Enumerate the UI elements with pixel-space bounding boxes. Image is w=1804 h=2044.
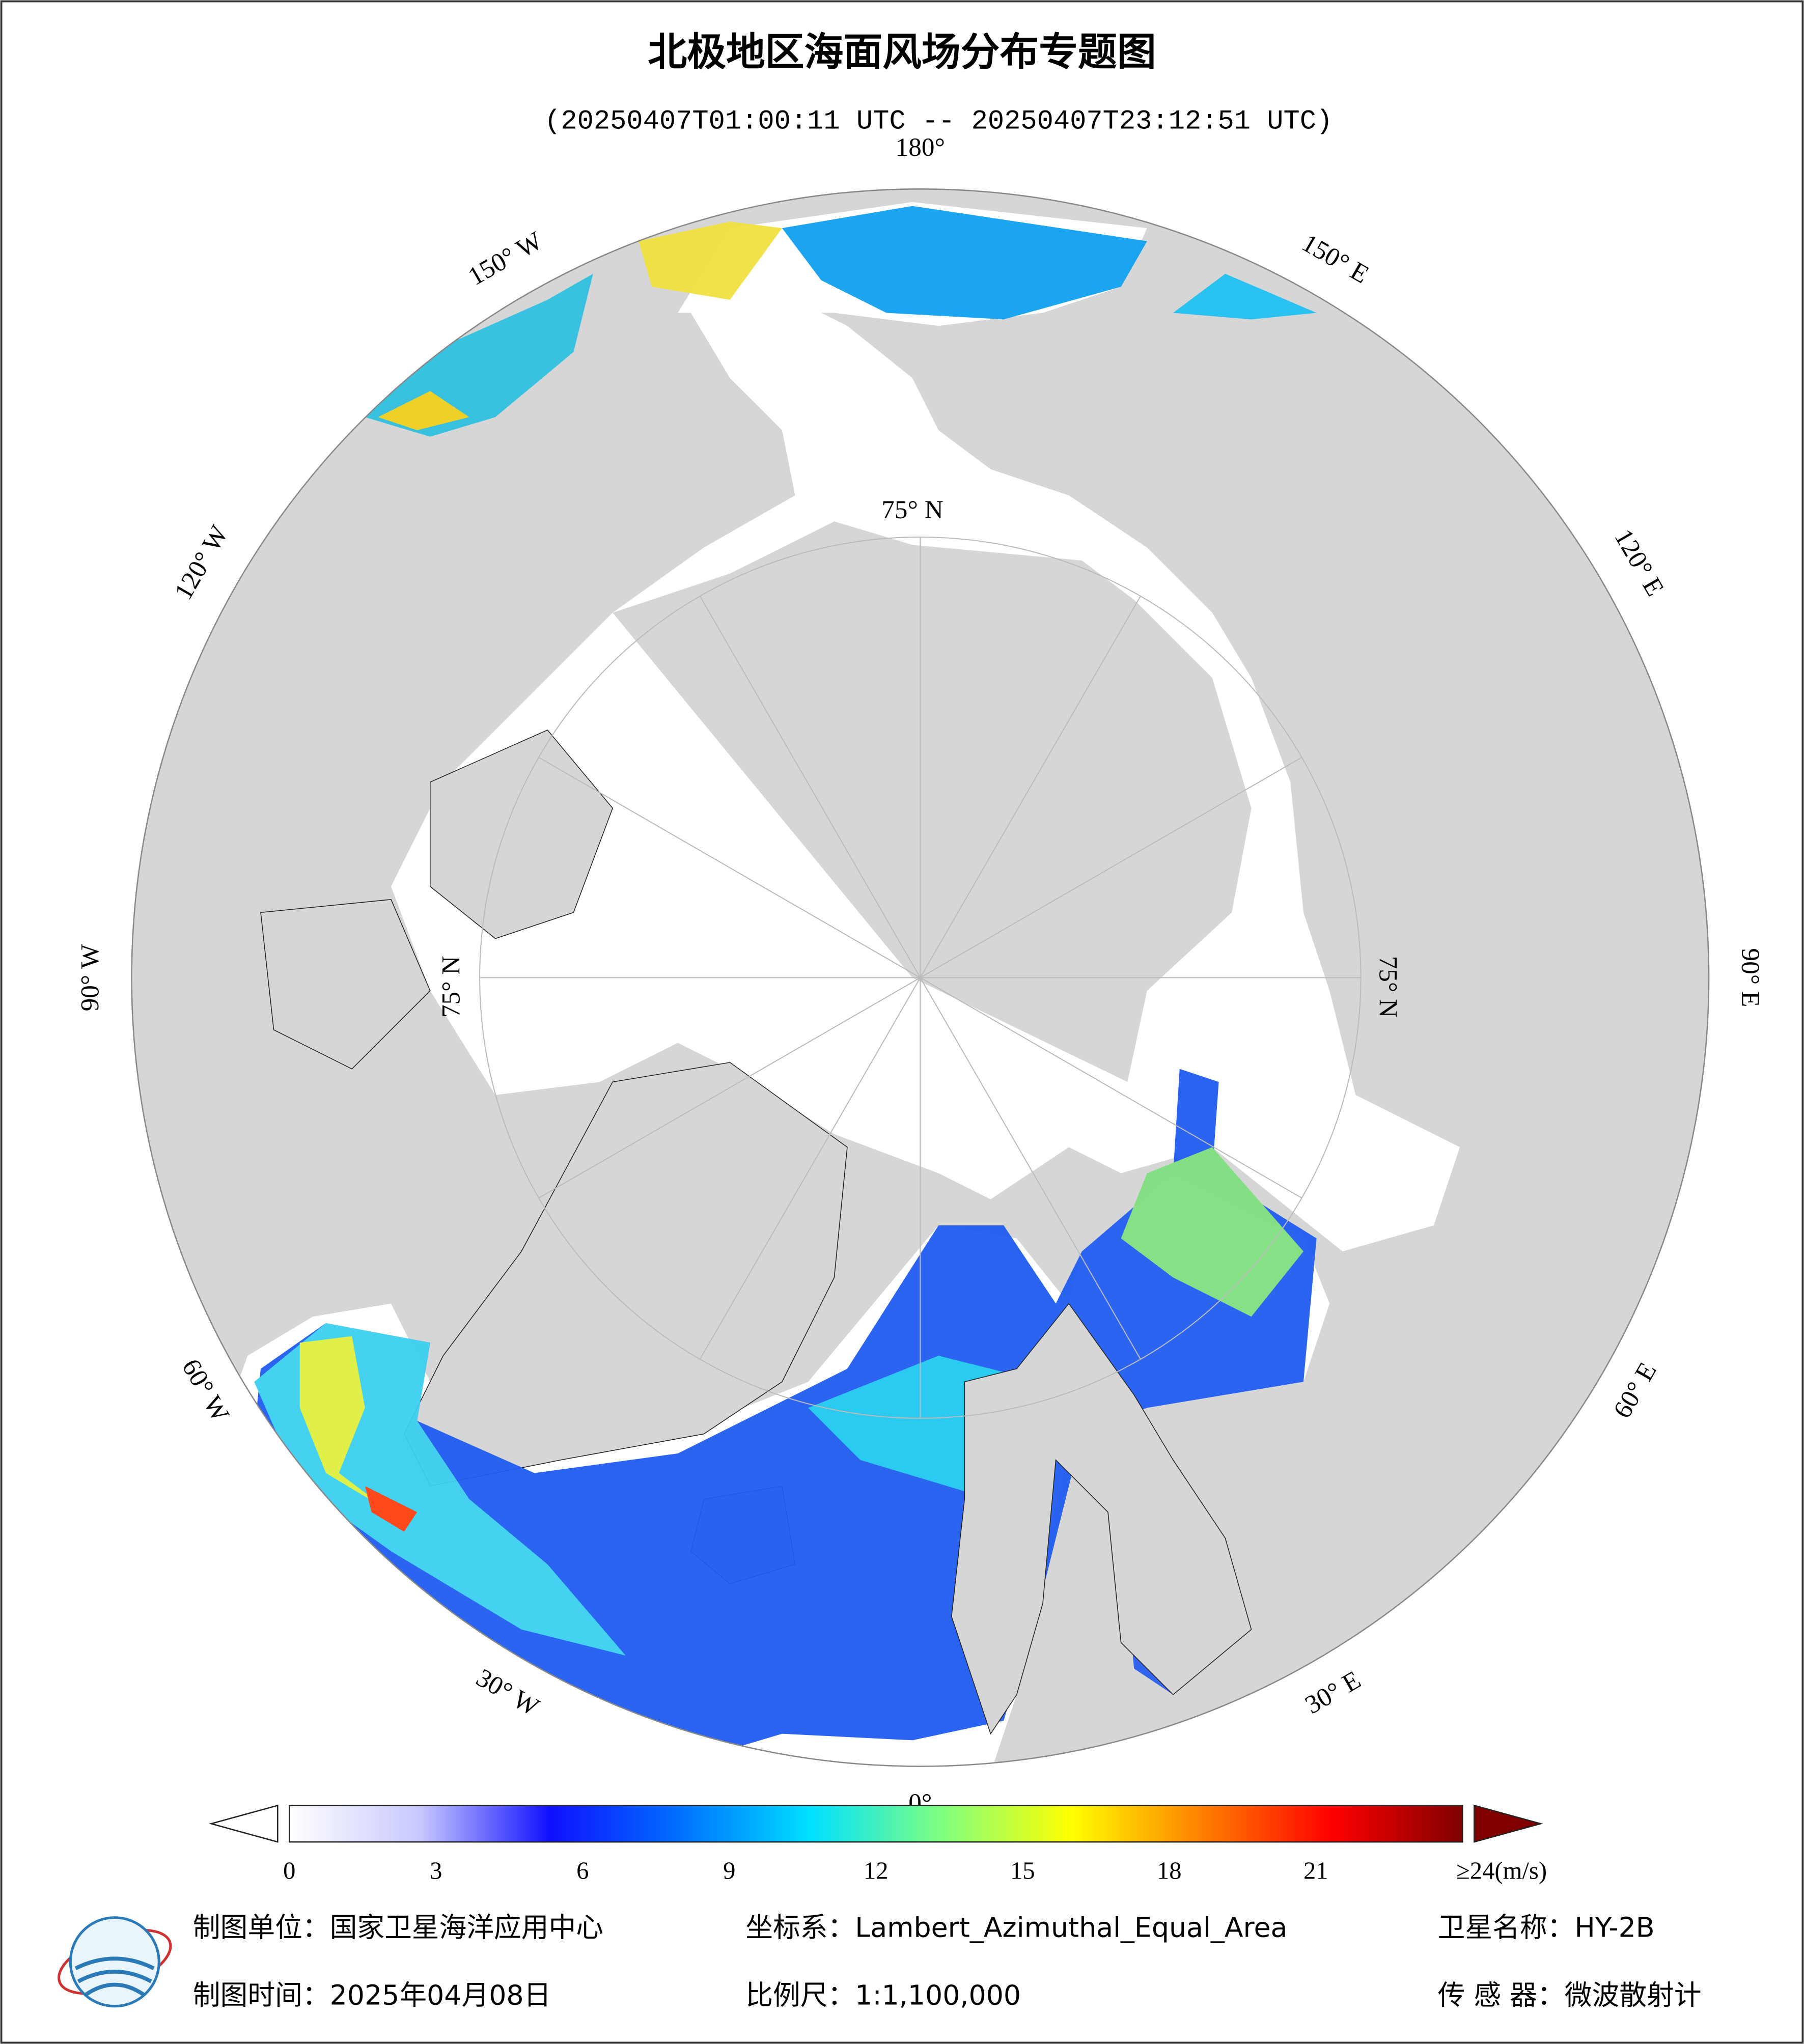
colorbar: 0 3 6 9 12 15 18 21 ≥24(m/s) bbox=[208, 1804, 1547, 1885]
logo bbox=[58, 1916, 172, 2008]
meridian bbox=[920, 596, 1141, 978]
lon-label: 150° W bbox=[463, 226, 547, 291]
footer-date: 制图时间：2025年04月08日 bbox=[193, 1979, 551, 2011]
lon-label: 90° E bbox=[1736, 948, 1765, 1007]
meridian bbox=[538, 757, 921, 978]
footer-sensor: 传 感 器：微波散射计 bbox=[1438, 1979, 1702, 2011]
lon-label: 30° E bbox=[1300, 1665, 1366, 1720]
meridian bbox=[538, 977, 921, 1199]
lon-label: 60° W bbox=[176, 1354, 235, 1427]
wind-patch bbox=[378, 391, 469, 430]
colorbar-tick-label: 0 bbox=[283, 1857, 295, 1885]
footer-unit: 制图单位：国家卫星海洋应用中心 bbox=[193, 1911, 603, 1943]
wind-patch bbox=[365, 1486, 418, 1532]
wind-patch bbox=[1121, 1147, 1303, 1317]
lat-label: 75° N bbox=[881, 495, 943, 524]
colorbar-tick-label: 12 bbox=[864, 1857, 889, 1885]
graticule bbox=[479, 536, 1362, 1419]
arctic-ocean bbox=[391, 612, 1128, 1199]
colorbar-tick-label: ≥24(m/s) bbox=[1456, 1857, 1547, 1885]
lon-label: 60° E bbox=[1607, 1358, 1662, 1423]
colorbar-tick-label: 6 bbox=[576, 1857, 589, 1885]
footer-scale: 比例尺：1:1,100,000 bbox=[745, 1979, 1021, 2011]
lon-label: 180° bbox=[896, 133, 945, 162]
map-border bbox=[131, 188, 1710, 1767]
colorbar-tick-label: 3 bbox=[430, 1857, 442, 1885]
greenland bbox=[403, 1062, 848, 1487]
colorbar-over bbox=[1474, 1804, 1543, 1843]
wind-patch bbox=[1173, 273, 1317, 320]
lon-label: 90° W bbox=[76, 944, 105, 1012]
wind-patch bbox=[299, 1336, 391, 1513]
colorbar-tick-label: 18 bbox=[1157, 1857, 1182, 1885]
colorbar-tick-label: 21 bbox=[1303, 1857, 1328, 1885]
meridian bbox=[920, 977, 1141, 1360]
lat-label: 75° N bbox=[1374, 956, 1403, 1018]
wind-patch bbox=[782, 206, 1147, 320]
map-title: 北极地区海面风场分布专题图 bbox=[648, 30, 1156, 75]
lon-label: 150° E bbox=[1297, 228, 1374, 289]
footer-satellite: 卫星名称：HY-2B bbox=[1438, 1911, 1655, 1943]
meridian bbox=[920, 977, 1302, 1199]
map-body bbox=[131, 189, 1709, 1767]
meridian bbox=[920, 757, 1302, 978]
meridian bbox=[699, 977, 921, 1360]
colorbar-under bbox=[208, 1804, 279, 1843]
scandinavia bbox=[951, 1303, 1252, 1735]
lon-label: 30° W bbox=[471, 1663, 544, 1722]
footer-crs: 坐标系：Lambert_Azimuthal_Equal_Area bbox=[745, 1911, 1287, 1943]
wind-patch bbox=[639, 221, 782, 300]
lon-label: 120° W bbox=[169, 520, 234, 604]
colorbar-tick-label: 15 bbox=[1010, 1857, 1035, 1885]
lat-label: 75° N bbox=[437, 956, 466, 1018]
meridian bbox=[699, 596, 921, 978]
lon-label: 120° E bbox=[1608, 524, 1670, 601]
subtitle: (20250407T01:00:11 UTC -- 20250407T23:12… bbox=[544, 106, 1333, 137]
colorbar-tick-label: 9 bbox=[723, 1857, 735, 1885]
colorbar-bar bbox=[289, 1805, 1463, 1843]
arctic-ocean bbox=[613, 287, 1460, 1252]
